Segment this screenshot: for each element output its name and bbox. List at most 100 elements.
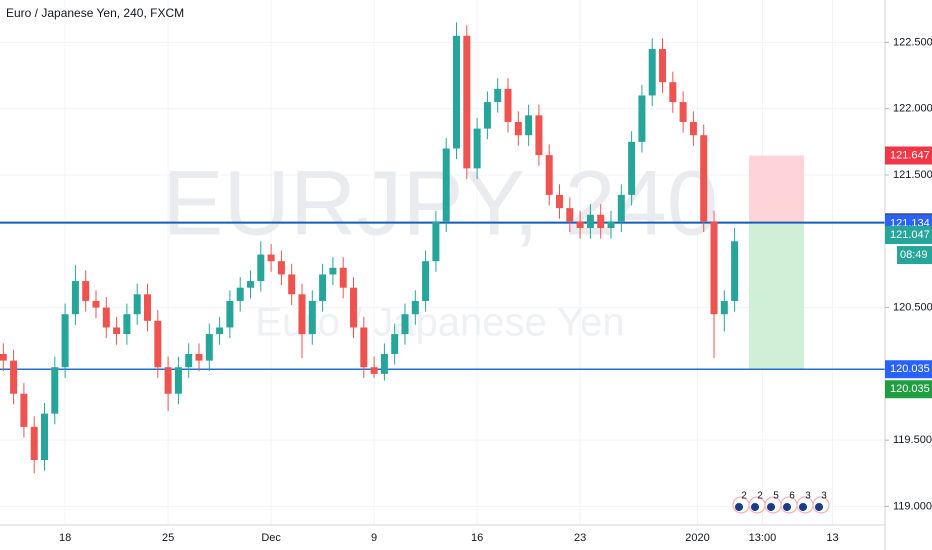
- x-tick-label: 9: [371, 532, 377, 544]
- event-flag: [799, 503, 807, 511]
- target-tag-bg: [885, 380, 932, 399]
- candle-body: [535, 115, 543, 156]
- candle-body: [648, 49, 656, 96]
- candle-body: [267, 254, 275, 262]
- event-count: 6: [789, 491, 795, 502]
- x-tick-label: 13: [826, 532, 838, 544]
- candle-body: [71, 281, 79, 315]
- price-tag: 121.647: [890, 149, 930, 161]
- candle-body: [638, 95, 646, 142]
- candle-body: [20, 393, 28, 427]
- candle-body: [308, 300, 316, 335]
- candle-body: [360, 327, 368, 368]
- candle-body: [40, 413, 48, 461]
- candle-body: [247, 281, 255, 288]
- event-flag: [751, 503, 759, 511]
- candle-body: [607, 221, 615, 229]
- candle-body: [669, 82, 677, 103]
- candle-body: [504, 88, 512, 122]
- y-tick-label: 122.500: [893, 36, 932, 48]
- watermark-subtitle: Euro / Japanese Yen: [255, 301, 624, 345]
- chart-title: Euro / Japanese Yen, 240, FXCM: [6, 6, 184, 20]
- candle-body: [700, 135, 708, 222]
- event-count: 5: [773, 491, 779, 502]
- candle-body: [514, 121, 522, 136]
- candle-body: [586, 214, 594, 229]
- price-tag-bg: [885, 146, 932, 165]
- candle-body: [720, 300, 728, 315]
- candle-body: [545, 155, 553, 195]
- candle-body: [411, 300, 419, 315]
- x-tick-label: 2020: [685, 532, 709, 544]
- candle-body: [401, 314, 409, 335]
- price-tag: 121.047: [890, 229, 930, 241]
- countdown: 08:49: [900, 249, 928, 261]
- candle-body: [226, 300, 234, 328]
- stop-zone: [749, 155, 805, 223]
- candle-body: [174, 367, 182, 394]
- event-flag: [783, 503, 791, 511]
- y-tick-label: 120.500: [893, 301, 932, 313]
- event-count: 3: [805, 491, 811, 502]
- event-flag: [735, 503, 743, 511]
- x-tick-label: 23: [574, 532, 586, 544]
- candle-body: [288, 274, 296, 295]
- price-tag: 120.035: [890, 363, 930, 375]
- candle-body: [442, 148, 450, 222]
- candle-body: [710, 221, 718, 315]
- candle-body: [82, 281, 90, 301]
- candle-body: [380, 353, 388, 374]
- y-tick-label: 119.000: [893, 500, 932, 512]
- watermark: EURJPY, 240: [162, 152, 718, 254]
- x-tick-label: 13:00: [749, 532, 777, 544]
- candle-body: [298, 294, 306, 335]
- candle-body: [319, 274, 327, 301]
- candle-body: [0, 353, 7, 361]
- candle-body: [123, 314, 131, 335]
- candle-body: [185, 353, 193, 368]
- candle-body: [102, 307, 110, 328]
- candle-body: [144, 294, 151, 321]
- candle-body: [277, 261, 285, 275]
- x-tick-label: 18: [59, 532, 71, 544]
- target-tag: 120.035: [890, 383, 930, 395]
- candle-body: [494, 88, 502, 103]
- candle-body: [30, 426, 38, 461]
- candle-body: [566, 208, 574, 222]
- candle-body: [483, 102, 491, 129]
- candle-body: [473, 128, 481, 169]
- candle-body: [576, 221, 584, 229]
- candle-body: [164, 367, 172, 394]
- candle-body: [432, 221, 440, 262]
- y-tick-label: 121.500: [893, 169, 932, 181]
- target-zone: [749, 222, 805, 370]
- candle-body: [350, 287, 358, 328]
- candle-body: [556, 194, 564, 209]
- candle-body: [731, 241, 739, 301]
- y-tick-label: 119.500: [893, 434, 932, 446]
- candle-body: [236, 287, 244, 301]
- candle-body: [10, 360, 18, 394]
- candle-body: [195, 353, 203, 361]
- candle-body: [525, 115, 533, 136]
- candle-body: [453, 35, 461, 149]
- x-tick-label: 25: [162, 532, 174, 544]
- candle-body: [597, 214, 605, 229]
- price-tag-bg: [885, 360, 932, 379]
- event-count: 2: [757, 491, 763, 502]
- candle-body: [92, 300, 100, 308]
- event-count: 3: [821, 491, 827, 502]
- candle-body: [689, 121, 697, 136]
- candle-body: [659, 49, 667, 83]
- candle-body: [205, 334, 213, 361]
- candle-body: [61, 314, 69, 368]
- candle-body: [679, 102, 687, 122]
- candle-body: [339, 267, 347, 288]
- x-tick-label: 16: [471, 532, 483, 544]
- candle-body: [370, 367, 378, 374]
- event-count: 2: [741, 491, 747, 502]
- candle-body: [422, 261, 430, 301]
- event-flag: [767, 503, 775, 511]
- candle-body: [154, 320, 162, 368]
